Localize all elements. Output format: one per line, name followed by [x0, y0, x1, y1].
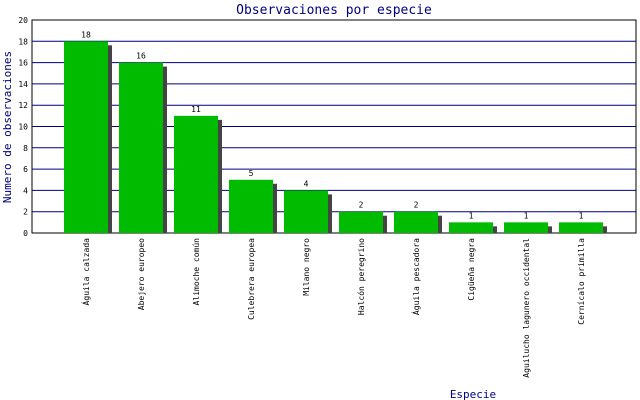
y-tick-label: 16 — [18, 59, 28, 68]
x-tick-label: Alimoche común — [192, 238, 201, 306]
value-label: 11 — [191, 105, 201, 114]
bar — [119, 62, 163, 233]
y-tick-label: 4 — [23, 186, 28, 195]
value-label: 2 — [414, 201, 419, 210]
y-tick-label: 0 — [23, 229, 28, 238]
y-tick-label: 12 — [18, 101, 28, 110]
plot-border — [31, 19, 637, 234]
x-tick-label: Culebrera europea — [247, 238, 256, 320]
y-tick-label: 18 — [18, 37, 28, 46]
value-label: 2 — [359, 201, 364, 210]
value-label: 4 — [304, 179, 309, 188]
value-label: 5 — [249, 169, 254, 178]
bar — [284, 190, 328, 233]
x-tick-label: Milano negro — [302, 238, 311, 296]
value-label: 18 — [81, 30, 91, 39]
y-tick-label: 6 — [23, 165, 28, 174]
x-tick-label: Águila pescadora — [410, 238, 421, 315]
bar — [394, 211, 438, 233]
x-tick-label: Halcón peregrino — [356, 238, 366, 315]
bar — [559, 222, 603, 233]
bar — [229, 179, 273, 233]
bar — [339, 211, 383, 233]
y-tick-label: 10 — [18, 123, 28, 132]
value-label: 1 — [469, 211, 474, 220]
bar — [64, 41, 108, 233]
bar — [449, 222, 493, 233]
chart-title: Observaciones por especie — [236, 3, 432, 18]
x-tick-label: Cigüeña negra — [467, 238, 476, 301]
bar — [504, 222, 548, 233]
x-axis-label: Especie — [450, 388, 496, 400]
y-tick-label: 14 — [18, 80, 28, 89]
value-label: 16 — [136, 52, 146, 61]
y-tick-label: 20 — [18, 16, 28, 25]
x-tick-label: Aguilucho lagunero occidental — [522, 238, 531, 378]
bar — [174, 115, 218, 233]
y-tick-label: 8 — [23, 144, 28, 153]
x-tick-label: Abejero europeo — [137, 238, 146, 310]
y-axis-label: Numero de observaciones — [1, 51, 14, 203]
y-tick-label: 2 — [23, 208, 28, 217]
x-tick-label: Águila calzada — [80, 238, 91, 306]
value-label: 1 — [524, 211, 529, 220]
x-tick-label: Cernícalo primilla — [577, 238, 586, 325]
value-label: 1 — [579, 211, 584, 220]
